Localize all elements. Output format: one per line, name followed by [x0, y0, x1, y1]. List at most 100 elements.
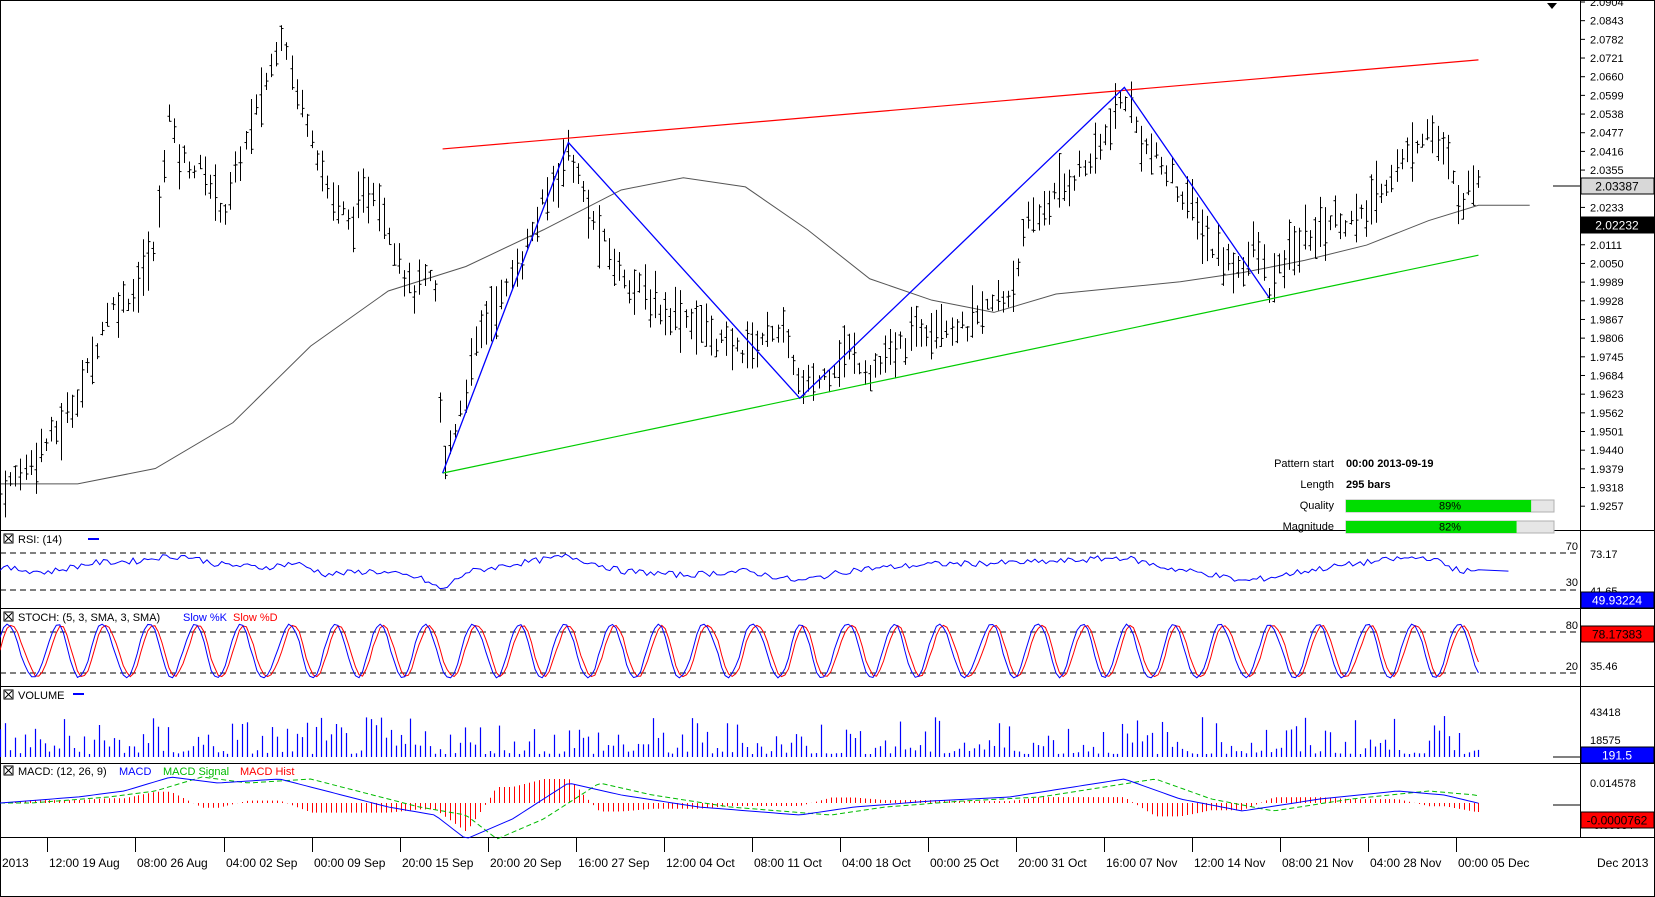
price-bar: [1047, 190, 1052, 225]
price-bar: [111, 297, 116, 310]
price-bar: [192, 165, 197, 179]
price-bar: [1272, 253, 1277, 303]
price-bar: [116, 292, 121, 338]
price-bar: [1210, 248, 1215, 259]
price-bar: [632, 269, 637, 315]
price-bar: [167, 104, 172, 122]
price-bar: [1436, 125, 1441, 161]
zigzag-line: [441, 86, 1270, 474]
rsi-panel: RSI: (14) 70 30 73.17 41.65 49.93224: [0, 533, 1655, 609]
price-bar: [1108, 108, 1113, 151]
price-bar: [377, 183, 382, 232]
price-bar: [1343, 220, 1348, 237]
magnitude-value: 82%: [1439, 522, 1461, 534]
price-bar: [1001, 291, 1006, 313]
price-tick-label: 2.0477: [1590, 128, 1624, 140]
macd-axis-tick: 0.014578: [1590, 778, 1636, 790]
price-bar: [1021, 219, 1026, 247]
price-bar: [233, 151, 238, 183]
stoch-lines: [0, 623, 1479, 679]
price-bar: [1123, 96, 1128, 112]
price-bar: [1338, 213, 1343, 240]
price-bar: [1103, 124, 1108, 146]
price-bar: [791, 354, 796, 376]
price-bar: [888, 329, 893, 365]
volume-current-box: [1580, 746, 1655, 764]
price-bar: [980, 291, 985, 334]
price-bar: [387, 227, 392, 246]
price-bar: [955, 319, 960, 344]
price-bar: [1400, 149, 1405, 170]
time-tick-label: 00:00 05 Dec: [1458, 856, 1529, 870]
price-bar: [85, 358, 90, 374]
time-tick-label: 04:00 28 Nov: [1370, 856, 1441, 870]
resistance-line: [442, 59, 1479, 150]
price-bar: [1098, 133, 1103, 160]
price-bar: [1093, 122, 1098, 174]
price-bar: [852, 332, 857, 374]
stoch-level-20-label: 20: [1566, 661, 1578, 673]
price-bar: [612, 248, 617, 286]
price-bar: [433, 280, 438, 302]
time-tick-label: 08:00 21 Nov: [1282, 856, 1353, 870]
time-tick-label: 20:00 20 Sep: [490, 856, 562, 870]
price-bar: [469, 338, 474, 386]
price-bar: [407, 262, 412, 294]
scroll-marker-icon[interactable]: [1547, 3, 1557, 9]
support-line: [442, 254, 1479, 474]
stoch-current-box: [1580, 625, 1655, 643]
stoch-d-label: Slow %D: [233, 612, 278, 624]
price-bar: [484, 300, 489, 345]
price-bar: [315, 150, 320, 171]
price-bar: [745, 321, 750, 369]
price-bar: [1277, 253, 1282, 274]
price-bar: [1159, 156, 1164, 175]
price-bar: [1451, 170, 1456, 184]
price-bar: [453, 423, 458, 438]
price-bar: [678, 290, 683, 353]
price-bar: [254, 94, 259, 115]
rsi-level-70-label: 70: [1566, 541, 1578, 553]
price-bar: [203, 156, 208, 196]
price-bar: [673, 286, 678, 331]
price-bar: [985, 298, 990, 310]
time-tick-label: 12:00 14 Nov: [1194, 856, 1265, 870]
price-bar: [49, 416, 54, 442]
price-bar: [1313, 217, 1318, 259]
price-bar: [34, 442, 39, 494]
volume-panel: VOLUME 43418 18575 191.5: [0, 689, 1655, 764]
price-bar: [1231, 252, 1236, 294]
price-bar: [863, 360, 868, 385]
price-bar: [868, 364, 873, 392]
price-tick-label: 1.9928: [1590, 296, 1624, 308]
price-bar: [1256, 232, 1261, 274]
price-bar: [1042, 190, 1047, 226]
stoch-label: STOCH: (5, 3, SMA, 3, SMA): [18, 612, 160, 624]
price-bar: [622, 269, 627, 289]
price-bar: [1175, 186, 1180, 203]
price-bar: [990, 294, 995, 312]
price-bar: [504, 278, 509, 297]
price-bar: [832, 364, 837, 379]
price-tick-label: 1.9318: [1590, 483, 1624, 495]
price-bar: [571, 154, 576, 183]
price-bar: [131, 279, 136, 312]
price-bar: [1037, 204, 1042, 231]
price-bar: [1292, 226, 1297, 276]
price-bar: [960, 311, 965, 329]
stoch-level-80-label: 80: [1566, 620, 1578, 632]
price-bar: [29, 450, 34, 475]
price-bar: [90, 336, 95, 385]
price-bar: [740, 350, 745, 364]
price-bar: [295, 79, 300, 110]
price-bar: [244, 131, 249, 150]
price-bar: [724, 321, 729, 356]
price-bar: [591, 210, 596, 230]
price-bar: [586, 189, 591, 239]
time-tick-label: 04:00 02 Sep: [226, 856, 298, 870]
length-value: 295 bars: [1346, 479, 1391, 491]
price-bar: [837, 340, 842, 387]
price-bar: [0, 481, 3, 507]
price-bar: [643, 264, 648, 310]
